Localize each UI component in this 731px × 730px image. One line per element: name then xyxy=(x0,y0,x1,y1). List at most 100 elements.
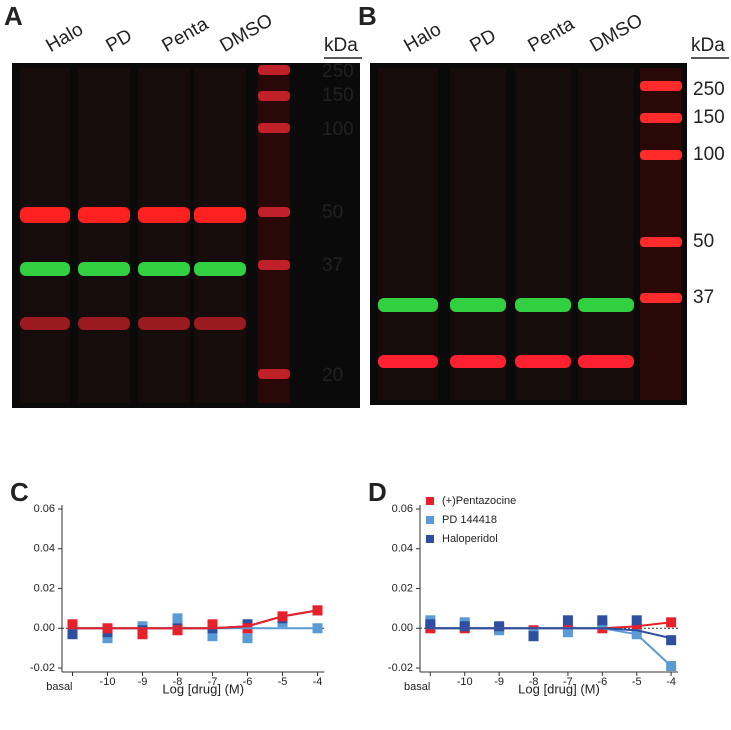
lane-label: Penta xyxy=(525,13,579,56)
data-point xyxy=(562,627,573,638)
x-tick-label: -7 xyxy=(208,676,218,688)
band-green xyxy=(450,298,506,312)
band-green xyxy=(378,298,438,312)
data-point xyxy=(562,615,573,626)
band-green xyxy=(138,262,190,276)
x-tick-label: -4 xyxy=(313,676,323,688)
data-point xyxy=(67,619,78,630)
data-point xyxy=(528,631,539,642)
band-red-low xyxy=(20,317,70,330)
y-tick-label: 0.06 xyxy=(34,503,55,515)
ladder-band xyxy=(640,237,682,247)
data-point xyxy=(425,619,436,630)
data-point xyxy=(137,629,148,640)
band-red-low xyxy=(138,317,190,330)
data-point xyxy=(102,633,113,644)
x-tick-label: basal xyxy=(404,681,430,693)
unit-label: kDa xyxy=(324,35,358,56)
marker-label: 100 xyxy=(693,144,725,165)
ladder-band xyxy=(258,65,290,75)
band-green xyxy=(194,262,246,276)
y-tick-label: -0.02 xyxy=(30,662,55,674)
legend-label: (+)Pentazocine xyxy=(442,495,516,507)
marker-label: 50 xyxy=(322,202,343,223)
data-point xyxy=(67,629,78,640)
marker-label: 100 xyxy=(322,119,354,140)
data-point xyxy=(494,621,505,632)
x-tick-label: -7 xyxy=(563,676,573,688)
y-tick-label: 0.00 xyxy=(392,622,413,634)
x-tick-label: -10 xyxy=(457,676,473,688)
data-point xyxy=(631,615,642,626)
band-red-low xyxy=(78,317,130,330)
marker-label: 50 xyxy=(693,231,714,252)
band-green xyxy=(515,298,571,312)
x-tick-label: -9 xyxy=(494,676,504,688)
ladder-band xyxy=(640,293,682,303)
y-tick-label: 0.04 xyxy=(392,543,413,555)
ladder-band xyxy=(640,113,682,123)
legend-label: PD 144418 xyxy=(442,514,497,526)
band-red xyxy=(20,207,70,223)
lane-smear xyxy=(450,68,506,400)
lane-label: Halo xyxy=(401,19,445,57)
ladder-band xyxy=(258,260,290,270)
fit-curve xyxy=(72,609,318,630)
x-axis-title: Log [drug] (M) xyxy=(518,681,600,696)
data-point xyxy=(172,625,183,636)
marker-label: 20 xyxy=(322,365,343,386)
x-tick-label: -8 xyxy=(529,676,539,688)
x-tick-label: -10 xyxy=(100,676,116,688)
panel-label: C xyxy=(10,477,29,507)
lane-smear xyxy=(78,68,130,403)
fit-curve xyxy=(430,627,672,640)
marker-label: 150 xyxy=(322,85,354,106)
lane-label: PD xyxy=(467,25,500,56)
data-point xyxy=(207,631,218,642)
data-point xyxy=(666,635,677,646)
legend-label: Haloperidol xyxy=(442,533,498,545)
x-tick-label: -4 xyxy=(666,676,676,688)
x-tick-label: -5 xyxy=(632,676,642,688)
band-red-low xyxy=(378,355,438,368)
band-green xyxy=(578,298,634,312)
y-tick-label: 0.02 xyxy=(34,582,55,594)
data-point xyxy=(172,613,183,624)
ladder-band xyxy=(258,369,290,379)
ladder-lane xyxy=(640,68,682,400)
ladder-lane xyxy=(258,68,290,403)
legend-swatch xyxy=(426,497,434,505)
band-green xyxy=(78,262,130,276)
ladder-band xyxy=(258,123,290,133)
marker-label: 37 xyxy=(693,287,714,308)
band-red-low xyxy=(194,317,246,330)
lane-smear xyxy=(378,68,438,400)
y-tick-label: 0.02 xyxy=(392,582,413,594)
panel-label: B xyxy=(358,1,377,31)
legend-swatch xyxy=(426,535,434,543)
x-axis-title: Log [drug] (M) xyxy=(162,681,244,696)
lane-smear xyxy=(194,68,246,403)
band-red-low xyxy=(578,355,634,368)
panel-label: A xyxy=(4,1,23,31)
y-tick-label: 0.06 xyxy=(392,503,413,515)
band-red xyxy=(138,207,190,223)
marker-label: 250 xyxy=(693,79,725,100)
band-red xyxy=(78,207,130,223)
legend-swatch xyxy=(426,516,434,524)
x-tick-label: -9 xyxy=(138,676,148,688)
fit-curve xyxy=(430,627,672,667)
data-point xyxy=(597,615,608,626)
x-tick-label: basal xyxy=(46,681,72,693)
band-red xyxy=(194,207,246,223)
ladder-band xyxy=(640,150,682,160)
lane-smear xyxy=(138,68,190,403)
lane-label: DMSO xyxy=(217,10,277,57)
x-tick-label: -6 xyxy=(597,676,607,688)
data-point xyxy=(207,619,218,630)
x-tick-label: -5 xyxy=(278,676,288,688)
lane-smear xyxy=(515,68,571,400)
band-red-low xyxy=(515,355,571,368)
